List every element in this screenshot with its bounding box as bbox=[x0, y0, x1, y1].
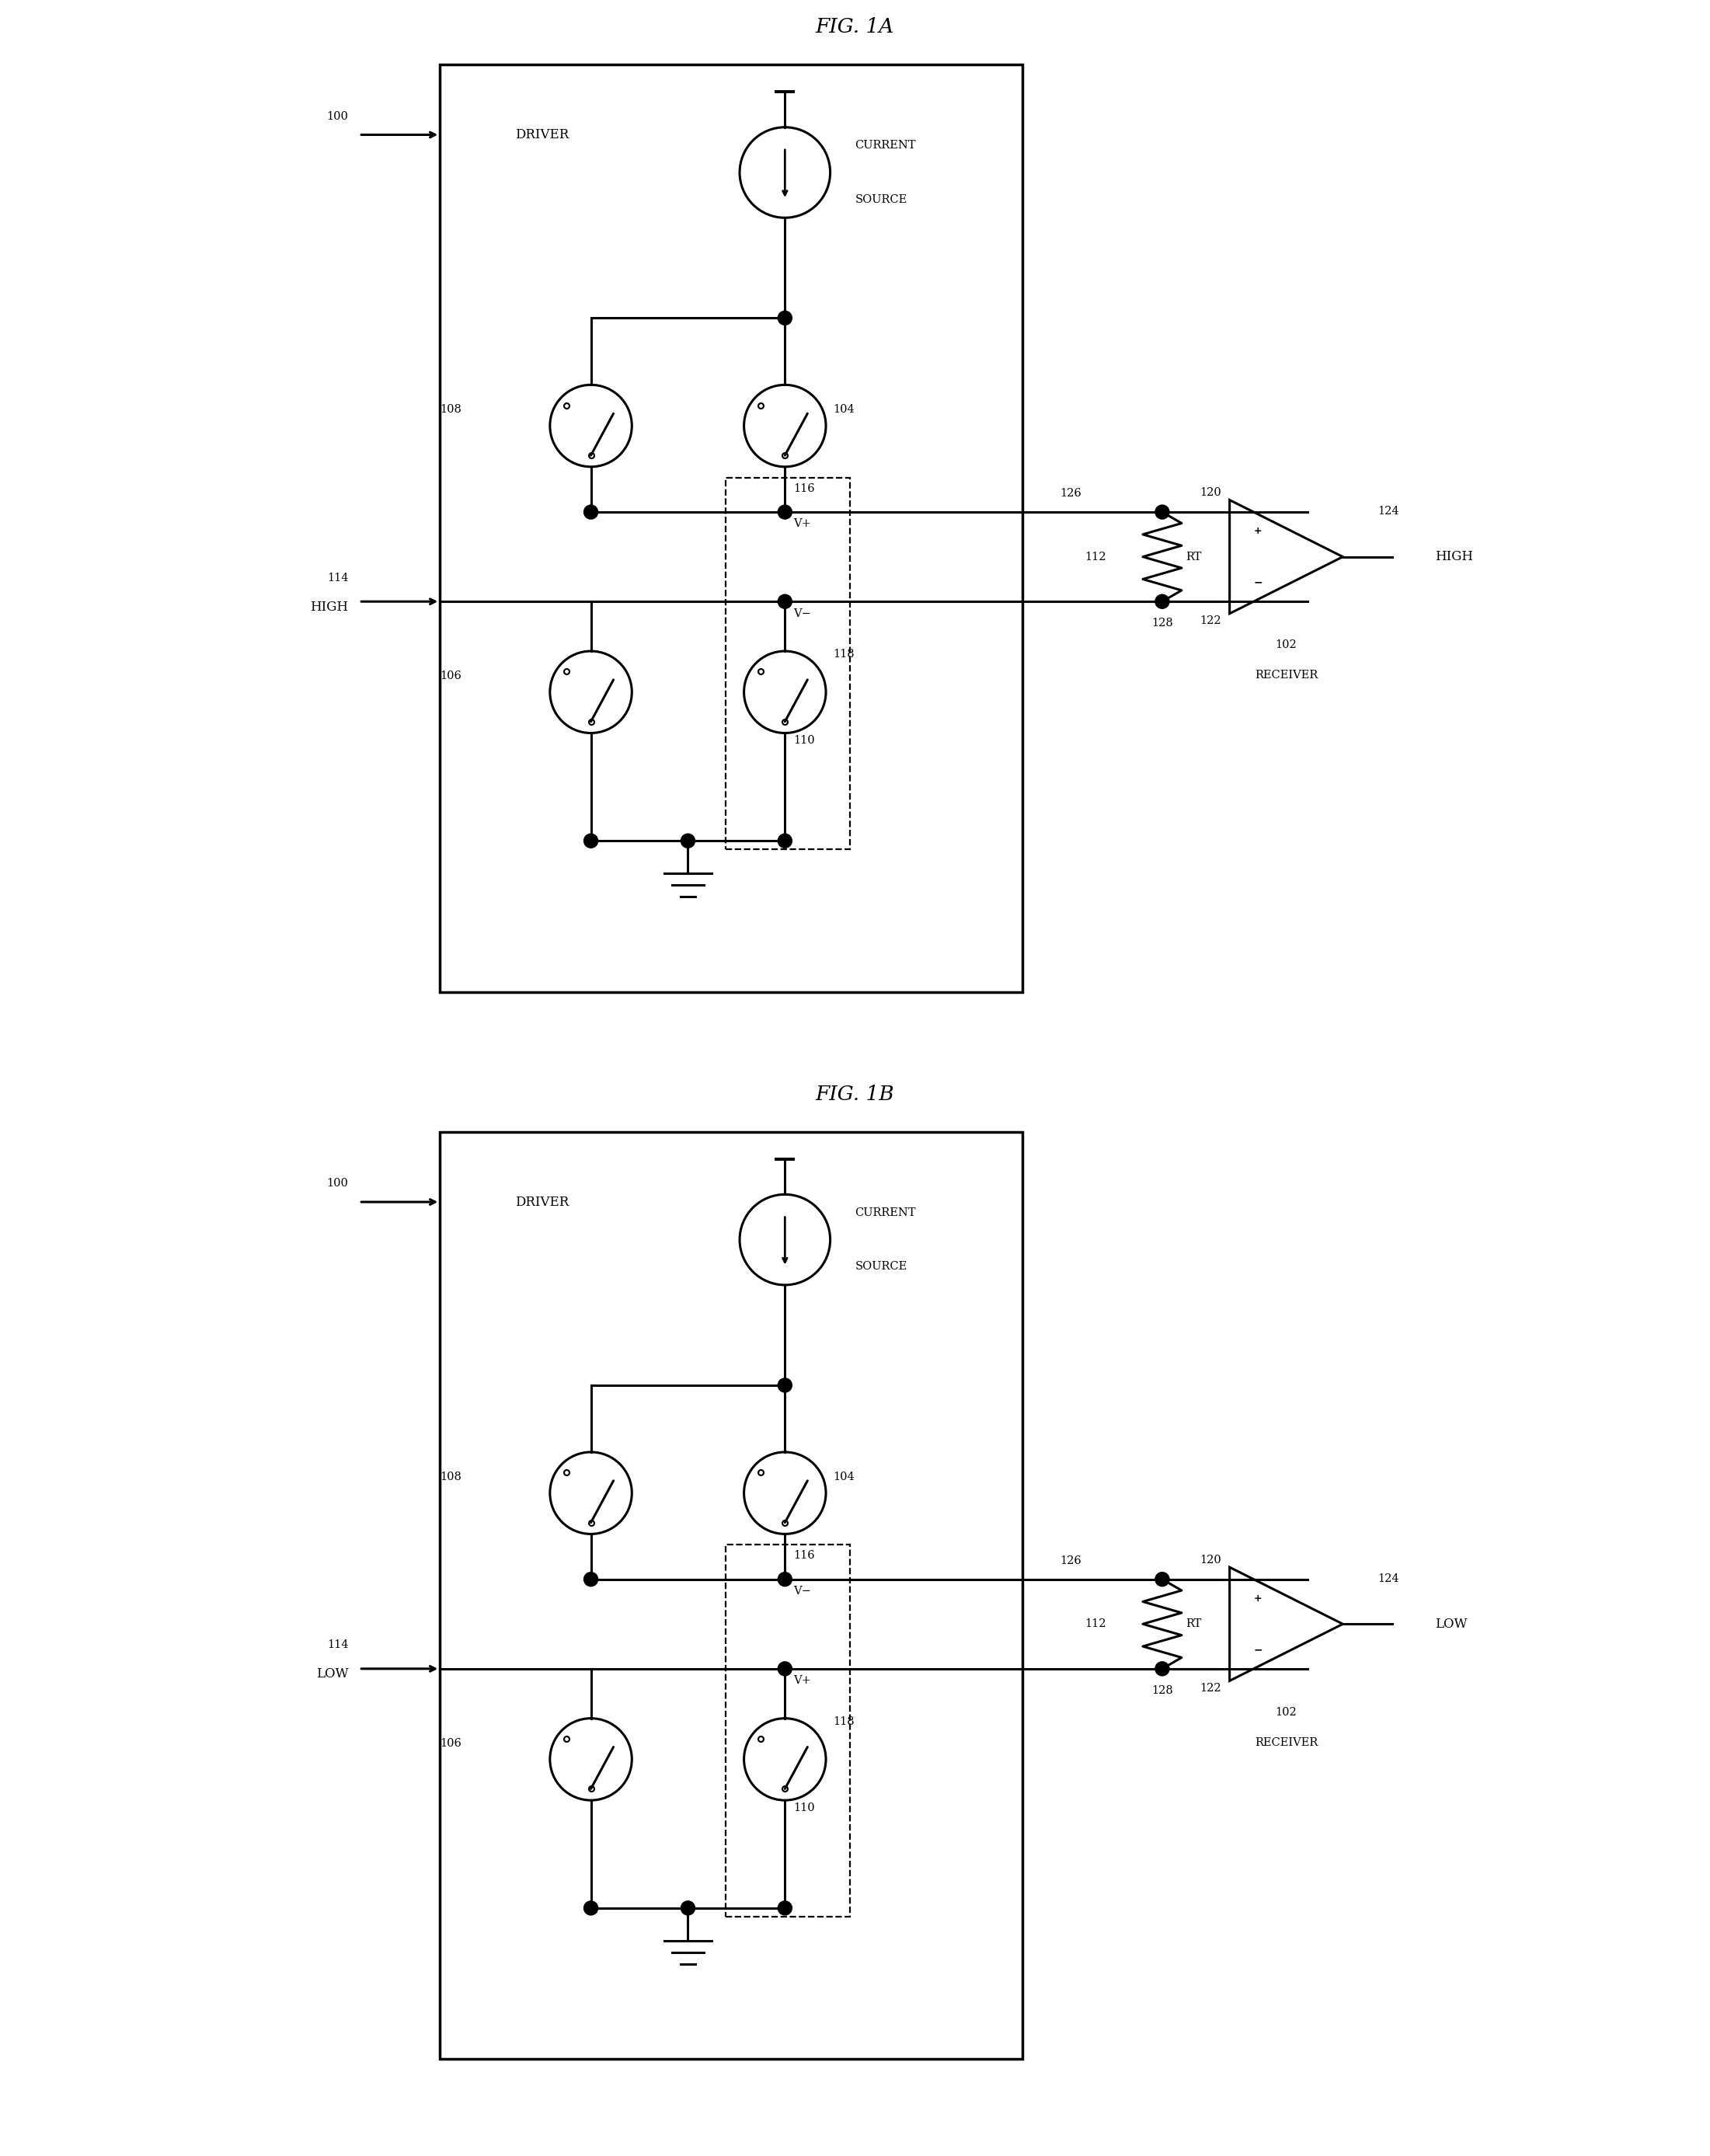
Circle shape bbox=[778, 1572, 792, 1587]
Circle shape bbox=[778, 310, 792, 326]
Text: 116: 116 bbox=[793, 483, 816, 494]
Text: V−: V− bbox=[793, 608, 811, 619]
Text: 116: 116 bbox=[793, 1550, 816, 1561]
Circle shape bbox=[1156, 595, 1170, 608]
Text: SOURCE: SOURCE bbox=[855, 1261, 908, 1272]
Circle shape bbox=[1156, 1662, 1170, 1675]
Text: V+: V+ bbox=[793, 1675, 811, 1686]
Text: 114: 114 bbox=[327, 1639, 349, 1651]
Text: DRIVER: DRIVER bbox=[515, 1194, 569, 1210]
Text: 102: 102 bbox=[1276, 1708, 1296, 1718]
Text: 114: 114 bbox=[327, 571, 349, 584]
Text: −: − bbox=[1253, 578, 1262, 589]
Circle shape bbox=[778, 834, 792, 847]
Circle shape bbox=[778, 1902, 792, 1915]
Text: RECEIVER: RECEIVER bbox=[1255, 671, 1318, 681]
Text: 118: 118 bbox=[833, 1716, 855, 1727]
Text: 112: 112 bbox=[1084, 552, 1106, 563]
Circle shape bbox=[681, 1902, 694, 1915]
Text: RT: RT bbox=[1187, 1619, 1202, 1630]
Circle shape bbox=[583, 834, 598, 847]
Text: CURRENT: CURRENT bbox=[855, 140, 917, 151]
Text: 120: 120 bbox=[1200, 487, 1221, 498]
Text: 108: 108 bbox=[439, 1470, 462, 1483]
Text: V−: V− bbox=[793, 1587, 811, 1598]
Text: V+: V+ bbox=[793, 520, 811, 530]
Text: FIG. 1A: FIG. 1A bbox=[816, 17, 894, 37]
Circle shape bbox=[778, 1662, 792, 1675]
Text: 112: 112 bbox=[1084, 1619, 1106, 1630]
Bar bbox=[725, 1544, 850, 1917]
Text: 128: 128 bbox=[1151, 619, 1173, 630]
Circle shape bbox=[778, 505, 792, 520]
Circle shape bbox=[583, 1572, 598, 1587]
Text: SOURCE: SOURCE bbox=[855, 194, 908, 205]
Text: 104: 104 bbox=[833, 403, 855, 416]
Text: CURRENT: CURRENT bbox=[855, 1207, 917, 1218]
Text: 120: 120 bbox=[1200, 1554, 1221, 1565]
Text: +: + bbox=[1253, 526, 1262, 537]
Circle shape bbox=[583, 505, 598, 520]
Text: RECEIVER: RECEIVER bbox=[1255, 1738, 1318, 1749]
Text: 100: 100 bbox=[327, 110, 349, 123]
Text: 122: 122 bbox=[1200, 1682, 1221, 1695]
Bar bbox=[439, 1132, 1023, 2059]
Text: +: + bbox=[1253, 1593, 1262, 1604]
Text: 106: 106 bbox=[439, 671, 462, 681]
Bar bbox=[725, 476, 850, 849]
Text: 104: 104 bbox=[833, 1470, 855, 1483]
Circle shape bbox=[1156, 1572, 1170, 1587]
Text: 108: 108 bbox=[439, 403, 462, 416]
Circle shape bbox=[778, 595, 792, 608]
Circle shape bbox=[1156, 505, 1170, 520]
Text: FIG. 1B: FIG. 1B bbox=[816, 1084, 894, 1104]
Bar bbox=[439, 65, 1023, 992]
Text: RT: RT bbox=[1187, 552, 1202, 563]
Text: 118: 118 bbox=[833, 649, 855, 660]
Text: −: − bbox=[1253, 1645, 1262, 1656]
Text: 110: 110 bbox=[793, 1802, 816, 1813]
Text: 124: 124 bbox=[1378, 507, 1399, 517]
Circle shape bbox=[778, 1378, 792, 1393]
Text: 124: 124 bbox=[1378, 1574, 1399, 1585]
Text: HIGH: HIGH bbox=[1435, 550, 1472, 563]
Text: 106: 106 bbox=[439, 1738, 462, 1749]
Text: 126: 126 bbox=[1060, 487, 1081, 498]
Text: 122: 122 bbox=[1200, 614, 1221, 627]
Text: LOW: LOW bbox=[1435, 1617, 1467, 1630]
Text: HIGH: HIGH bbox=[310, 599, 349, 614]
Text: DRIVER: DRIVER bbox=[515, 127, 569, 142]
Text: LOW: LOW bbox=[316, 1667, 349, 1682]
Text: 126: 126 bbox=[1060, 1554, 1081, 1565]
Circle shape bbox=[681, 834, 694, 847]
Text: 100: 100 bbox=[327, 1177, 349, 1190]
Text: 110: 110 bbox=[793, 735, 816, 746]
Circle shape bbox=[583, 1902, 598, 1915]
Text: 102: 102 bbox=[1276, 640, 1296, 651]
Text: 128: 128 bbox=[1151, 1686, 1173, 1697]
